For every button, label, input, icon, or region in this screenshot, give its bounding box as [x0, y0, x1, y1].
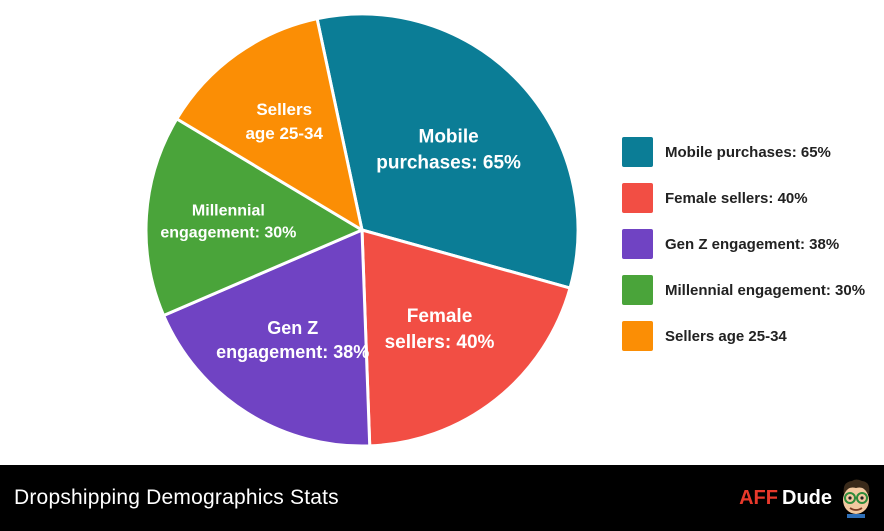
chart-legend: Mobile purchases: 65% Female sellers: 40%… [622, 137, 872, 367]
slice-label: Mobile purchases: 65% [376, 126, 521, 173]
legend-swatch [622, 137, 653, 167]
pie-slice [360, 228, 572, 448]
legend-item: Millennial engagement: 30% [622, 275, 872, 305]
slice-label: Millennial engagement: 30% [160, 203, 296, 242]
slice-label: Sellers age 25-34 [245, 100, 323, 143]
pie-slice [144, 117, 364, 317]
footer-bar: Dropshipping Demographics Stats AFF Dude [0, 465, 884, 531]
legend-label: Sellers age 25-34 [665, 327, 787, 345]
legend-item: Female sellers: 40% [622, 183, 872, 213]
legend-swatch [622, 229, 653, 259]
pie-chart: Mobile purchases: 65% Female sellers: 40% Ge… [144, 12, 580, 448]
pie-slice [175, 17, 364, 232]
legend-item: Gen Z engagement: 38% [622, 229, 872, 259]
brand-aff-text: AFF [739, 486, 778, 509]
pie-slice [315, 12, 580, 290]
brand-logo: AFF Dude [739, 478, 874, 518]
legend-label: Female sellers: 40% [665, 189, 808, 207]
legend-item: Sellers age 25-34 [622, 321, 872, 351]
footer-title: Dropshipping Demographics Stats [14, 486, 339, 509]
legend-swatch [622, 183, 653, 213]
legend-label: Gen Z engagement: 38% [665, 235, 840, 253]
slice-label: Female sellers: 40% [385, 306, 495, 353]
legend-swatch [622, 275, 653, 305]
legend-swatch [622, 321, 653, 351]
legend-item: Mobile purchases: 65% [622, 137, 872, 167]
legend-label: Mobile purchases: 65% [665, 143, 831, 161]
brand-dude-text: Dude [782, 486, 832, 509]
legend-label: Millennial engagement: 30% [665, 281, 866, 299]
pie-slice [162, 228, 372, 448]
mascot-icon [843, 479, 870, 518]
